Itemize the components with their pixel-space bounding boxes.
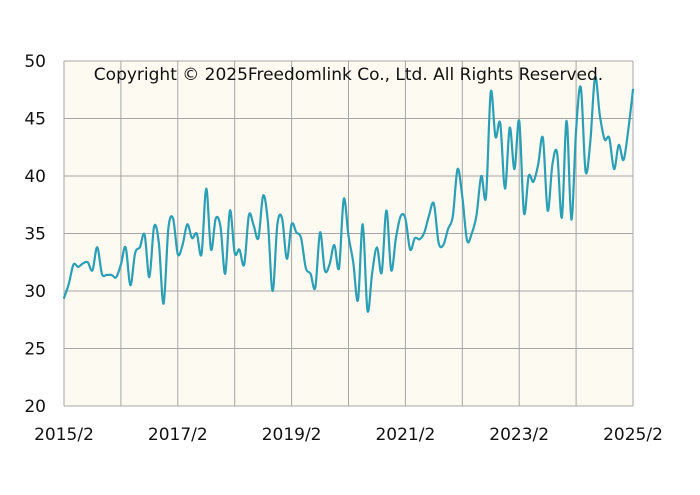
- series-group: [62, 75, 635, 313]
- grid: [63, 60, 634, 407]
- y-tick-label: 25: [24, 340, 46, 360]
- copyright-text: Copyright © 2025Freedomlink Co., Ltd. Al…: [94, 65, 603, 85]
- y-tick-label: 45: [24, 110, 46, 130]
- series-line: [62, 75, 635, 313]
- x-tick-label: 2025/2: [603, 425, 663, 445]
- y-tick-label: 20: [24, 397, 46, 417]
- x-tick-label: 2021/2: [375, 425, 435, 445]
- x-tick-label: 2023/2: [489, 425, 549, 445]
- x-tick-label: 2017/2: [148, 425, 208, 445]
- y-tick-label: 40: [24, 167, 46, 187]
- y-tick-label: 50: [24, 52, 46, 72]
- y-tick-label: 30: [24, 282, 46, 302]
- x-tick-label: 2019/2: [262, 425, 322, 445]
- y-axis-ticks: 20 25 30 35 40 45 50: [24, 52, 46, 417]
- y-tick-label: 35: [24, 225, 46, 245]
- x-tick-label: 2015/2: [34, 425, 94, 445]
- x-axis-ticks: 2015/2 2017/2 2019/2 2021/2 2023/2 2025/2: [34, 425, 663, 445]
